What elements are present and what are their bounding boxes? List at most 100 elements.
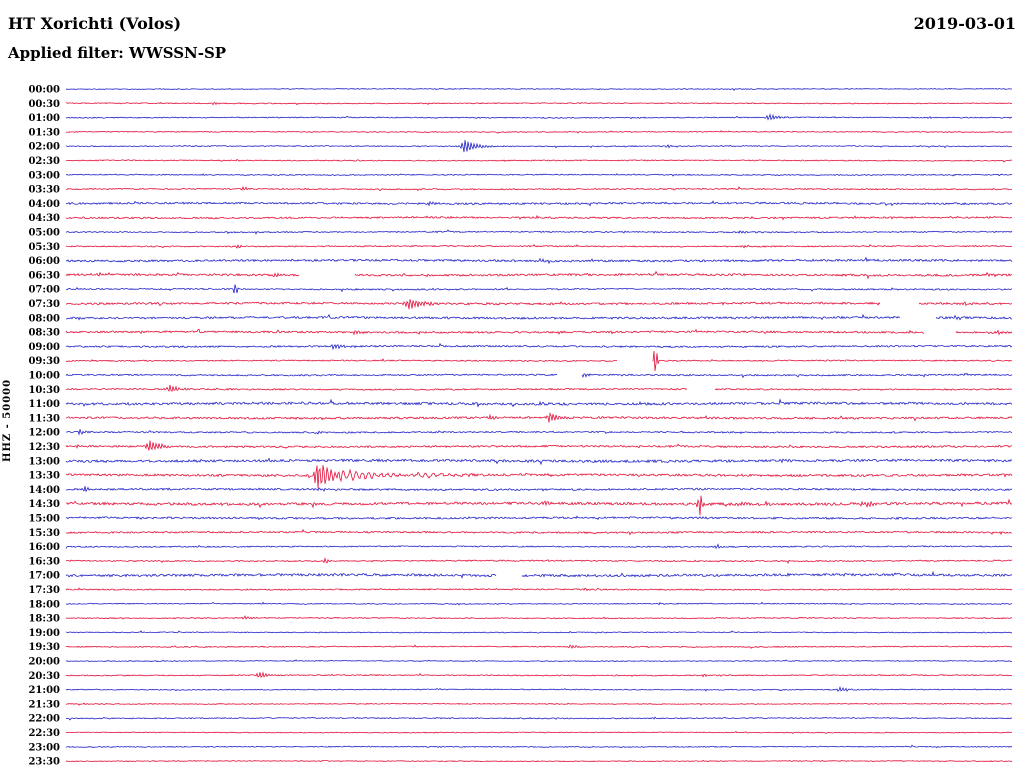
trace-row <box>65 130 1013 134</box>
trace-row <box>65 440 1013 451</box>
time-label: 11:30 <box>28 413 60 424</box>
trace-row <box>652 350 1013 372</box>
time-label: 16:00 <box>28 542 60 553</box>
trace-row <box>65 158 1013 163</box>
trace-row <box>581 372 1013 379</box>
time-label: 01:00 <box>28 113 60 124</box>
trace-row <box>65 744 1013 749</box>
trace-row <box>65 601 1013 606</box>
time-label: 05:30 <box>28 242 60 253</box>
trace-row <box>65 543 1013 550</box>
trace-row <box>65 328 925 336</box>
trace-row <box>65 358 618 362</box>
time-label: 06:30 <box>28 270 60 281</box>
time-label: 17:30 <box>28 585 60 596</box>
trace-row <box>714 388 1013 391</box>
time-label: 11:00 <box>28 399 60 410</box>
time-label: 03:30 <box>28 185 60 196</box>
time-label: 05:00 <box>28 228 60 239</box>
trace-row <box>65 685 1013 692</box>
time-label: 22:30 <box>28 728 60 739</box>
trace-row <box>65 214 1013 221</box>
time-label: 21:00 <box>28 685 60 696</box>
trace-row <box>65 244 1013 249</box>
trace-row <box>65 730 1013 735</box>
trace-row <box>66 515 1013 521</box>
trace-row <box>65 185 1013 192</box>
trace-row <box>65 140 1013 153</box>
time-label: 03:00 <box>28 170 60 181</box>
trace-row <box>65 373 558 377</box>
time-label: 12:00 <box>28 428 60 439</box>
trace-row <box>65 113 1013 121</box>
trace-row <box>65 284 1013 294</box>
time-label: 13:30 <box>28 471 60 482</box>
time-label: 15:00 <box>28 514 60 525</box>
time-label: 07:30 <box>28 299 60 310</box>
time-label: 12:30 <box>28 442 60 453</box>
filter-label: Applied filter: WWSSN-SP <box>8 44 227 62</box>
time-label: 17:00 <box>28 571 60 582</box>
time-label: 13:00 <box>28 456 60 467</box>
trace-row <box>65 299 881 310</box>
trace-row <box>955 329 1013 336</box>
time-label: 18:30 <box>28 614 60 625</box>
time-label: 14:00 <box>28 485 60 496</box>
trace-row <box>65 659 1013 663</box>
time-label: 22:00 <box>28 714 60 725</box>
time-label: 08:30 <box>28 328 60 339</box>
time-label: 02:30 <box>28 156 60 167</box>
time-label: 02:00 <box>28 142 60 153</box>
trace-row <box>354 270 1013 280</box>
time-label: 00:00 <box>28 85 60 96</box>
trace-row <box>65 384 688 393</box>
trace-row <box>65 271 300 278</box>
time-label: 10:00 <box>28 371 60 382</box>
trace-row <box>65 587 1013 592</box>
time-label: 01:30 <box>28 127 60 138</box>
trace-row <box>65 557 1013 564</box>
trace-row <box>65 528 1013 536</box>
trace-row <box>65 398 1013 408</box>
time-label: 08:00 <box>28 313 60 324</box>
trace-row <box>66 759 1013 763</box>
time-label: 20:00 <box>28 657 60 668</box>
trace-row <box>65 495 1013 516</box>
trace-row <box>66 644 1013 650</box>
trace-row <box>65 615 1013 620</box>
trace-row <box>65 572 497 579</box>
trace-row <box>65 671 1013 679</box>
time-label: 19:00 <box>28 628 60 639</box>
time-label: 10:30 <box>28 385 60 396</box>
time-label: 16:30 <box>28 556 60 567</box>
trace-row <box>65 702 1013 706</box>
trace-row <box>65 229 1013 235</box>
trace-row <box>65 342 1013 351</box>
time-label: 06:00 <box>28 256 60 267</box>
time-label: 20:30 <box>28 671 60 682</box>
trace-row <box>918 301 1013 307</box>
trace-row <box>65 630 1012 634</box>
time-label: 21:30 <box>28 699 60 710</box>
trace-row <box>65 313 901 321</box>
date-label: 2019-03-01 <box>913 14 1016 33</box>
trace-row <box>65 173 1013 177</box>
time-label: 09:30 <box>28 356 60 367</box>
time-label: 23:30 <box>28 757 60 768</box>
time-label: 00:30 <box>28 99 60 110</box>
time-label: 18:00 <box>28 599 60 610</box>
station-title: HT Xorichti (Volos) <box>8 14 182 33</box>
time-label: 07:00 <box>28 285 60 296</box>
time-label: 14:30 <box>28 499 60 510</box>
trace-row <box>65 429 1013 436</box>
trace-row <box>65 486 1013 493</box>
time-label: 15:30 <box>28 528 60 539</box>
trace-row <box>65 256 1013 265</box>
trace-row <box>935 314 1013 321</box>
time-label: 09:00 <box>28 342 60 353</box>
trace-row <box>65 457 1013 466</box>
trace-row <box>65 716 1013 721</box>
trace-row <box>521 570 1013 578</box>
